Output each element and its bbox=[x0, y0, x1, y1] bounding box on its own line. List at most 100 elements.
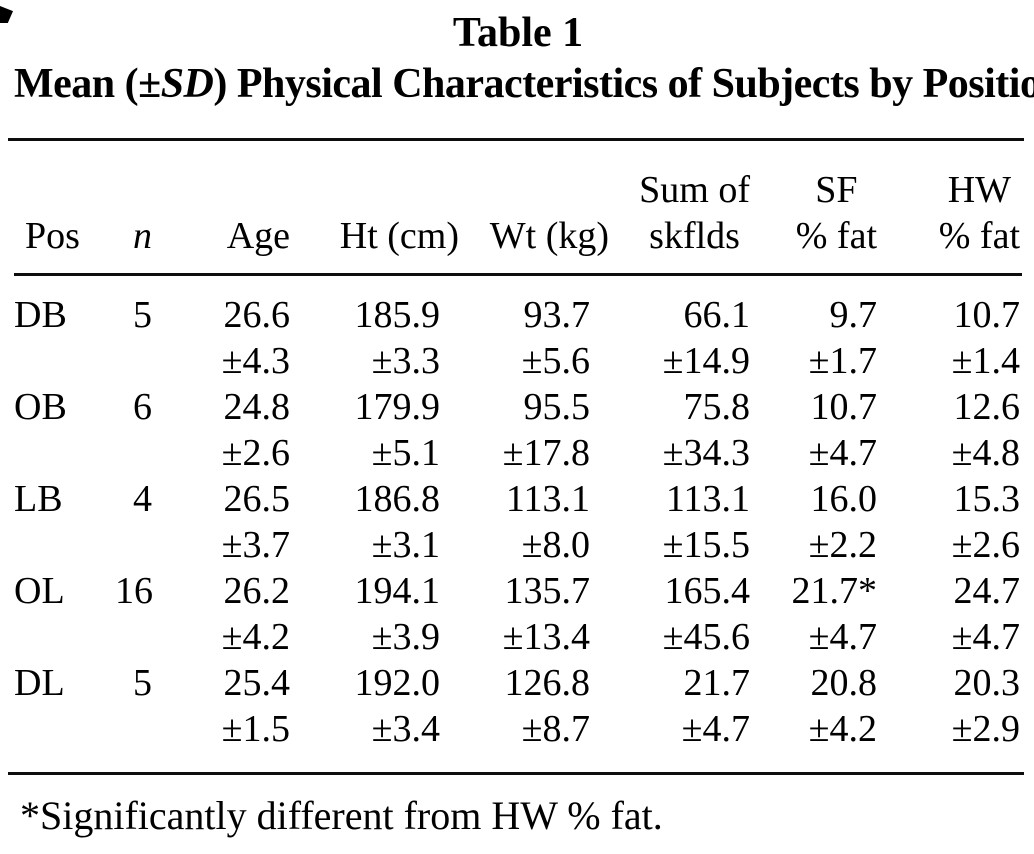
cell-sum-sd: ±15.5 bbox=[662, 524, 750, 566]
sum-skinfolds-label: Sum of skflds bbox=[639, 167, 750, 259]
cell-n: 5 bbox=[133, 662, 152, 704]
cell-n-empty bbox=[115, 706, 161, 772]
cell-sf-sd: ±4.7 bbox=[808, 432, 877, 474]
cell-n-empty bbox=[115, 430, 161, 476]
cell-age-sd: ±4.3 bbox=[221, 340, 290, 382]
cell-hw-sd: ±4.7 bbox=[951, 616, 1020, 658]
table-header: Pos n Age Ht (cm) Wt (kg) Sum of skflds S… bbox=[14, 141, 1022, 276]
cell-sf-mean-significant: 21.7* bbox=[791, 570, 878, 612]
row-db-mean: DB 5 26.6 185.9 93.7 66.1 9.7 10.7 bbox=[14, 275, 1022, 339]
cell-ht-sd: ±3.4 bbox=[371, 708, 440, 750]
height-label: Ht (cm) bbox=[339, 215, 459, 257]
table-body: DB 5 26.6 185.9 93.7 66.1 9.7 10.7 ±4.3 … bbox=[14, 275, 1022, 773]
col-header-sum-skinfolds: Sum of skflds bbox=[593, 141, 753, 276]
cell-hw-sd: ±4.8 bbox=[951, 432, 1020, 474]
cell-sf-mean: 20.8 bbox=[810, 662, 878, 704]
cell-sum-sd: ±14.9 bbox=[662, 340, 750, 382]
cell-pos: OB bbox=[14, 386, 67, 428]
cell-age-mean: 25.4 bbox=[223, 662, 291, 704]
cell-age-sd: ±1.5 bbox=[221, 708, 290, 750]
cell-wt-mean: 135.7 bbox=[504, 570, 591, 612]
cell-sf-sd: ±1.7 bbox=[808, 340, 877, 382]
cell-hw-mean: 20.3 bbox=[953, 662, 1021, 704]
sum-bottom-line: skflds bbox=[649, 215, 740, 257]
sf-top-line: SF bbox=[815, 169, 858, 211]
n-italic-label: n bbox=[133, 215, 152, 257]
hw-fat-label: HW% fat bbox=[939, 167, 1020, 259]
row-ol-mean: OL 16 26.2 194.1 135.7 165.4 21.7* 24.7 bbox=[14, 568, 1022, 614]
cell-ht-sd: ±3.3 bbox=[371, 340, 440, 382]
cell-n-empty bbox=[115, 338, 161, 384]
cell-age-sd: ±3.7 bbox=[221, 524, 290, 566]
cell-wt-sd: ±5.6 bbox=[521, 340, 590, 382]
cell-pos: DB bbox=[14, 294, 67, 336]
caption-suffix: ) Physical Characteristics of Subjects b… bbox=[213, 61, 1034, 107]
cell-sum-sd: ±4.7 bbox=[681, 708, 750, 750]
cell-hw-mean: 10.7 bbox=[953, 294, 1021, 336]
cell-sf-sd: ±2.2 bbox=[808, 524, 877, 566]
cell-ht-mean: 194.1 bbox=[354, 570, 441, 612]
table-caption: Mean (±SD) Physical Characteristics of S… bbox=[14, 58, 1034, 110]
sum-top-line: Sum of bbox=[639, 169, 750, 211]
bottom-rule bbox=[8, 772, 1024, 775]
hw-bottom-line: % fat bbox=[938, 215, 1020, 257]
row-ob-sd: ±2.6 ±5.1 ±17.8 ±34.3 ±4.7 ±4.8 bbox=[14, 430, 1022, 476]
sf-bottom-line: % fat bbox=[795, 215, 877, 257]
cell-wt-sd: ±8.0 bbox=[521, 524, 590, 566]
cell-ht-mean: 179.9 bbox=[354, 386, 441, 428]
cell-wt-mean: 93.7 bbox=[523, 294, 591, 336]
cell-pos-empty bbox=[14, 338, 115, 384]
cell-n-empty bbox=[115, 614, 161, 660]
col-header-height: Ht (cm) bbox=[293, 141, 459, 276]
hw-top-line: HW bbox=[947, 169, 1012, 211]
col-header-pos: Pos bbox=[14, 141, 115, 276]
cell-ht-sd: ±3.9 bbox=[371, 616, 440, 658]
cell-pos: LB bbox=[14, 478, 63, 520]
sf-fat-label: SF% fat bbox=[796, 167, 877, 259]
cell-age-mean: 26.2 bbox=[223, 570, 291, 612]
cell-sf-mean: 9.7 bbox=[829, 294, 878, 336]
cell-sum-mean: 21.7 bbox=[683, 662, 751, 704]
cell-sum-mean: 75.8 bbox=[683, 386, 751, 428]
cell-sum-sd: ±34.3 bbox=[662, 432, 750, 474]
row-dl-sd: ±1.5 ±3.4 ±8.7 ±4.7 ±4.2 ±2.9 bbox=[14, 706, 1022, 772]
cell-sum-mean: 66.1 bbox=[683, 294, 751, 336]
header-row: Pos n Age Ht (cm) Wt (kg) Sum of skflds S… bbox=[14, 141, 1022, 276]
cell-hw-sd: ±2.9 bbox=[951, 708, 1020, 750]
cell-sum-sd: ±45.6 bbox=[662, 616, 750, 658]
col-header-weight: Wt (kg) bbox=[443, 141, 609, 276]
row-ol-sd: ±4.2 ±3.9 ±13.4 ±45.6 ±4.7 ±4.7 bbox=[14, 614, 1022, 660]
row-dl-mean: DL 5 25.4 192.0 126.8 21.7 20.8 20.3 bbox=[14, 660, 1022, 706]
row-lb-mean: LB 4 26.5 186.8 113.1 113.1 16.0 15.3 bbox=[14, 476, 1022, 522]
cell-wt-mean: 95.5 bbox=[523, 386, 591, 428]
weight-label: Wt (kg) bbox=[489, 215, 609, 257]
cell-sum-mean: 165.4 bbox=[664, 570, 751, 612]
cell-age-mean: 24.8 bbox=[223, 386, 291, 428]
row-db-sd: ±4.3 ±3.3 ±5.6 ±14.9 ±1.7 ±1.4 bbox=[14, 338, 1022, 384]
row-ob-mean: OB 6 24.8 179.9 95.5 75.8 10.7 12.6 bbox=[14, 384, 1022, 430]
cell-hw-mean: 12.6 bbox=[953, 386, 1021, 428]
cell-n: 4 bbox=[133, 478, 152, 520]
cell-ht-mean: 186.8 bbox=[354, 478, 441, 520]
cell-pos-empty bbox=[14, 614, 115, 660]
cell-n: 5 bbox=[133, 294, 152, 336]
cell-sf-sd: ±4.2 bbox=[808, 708, 877, 750]
cell-ht-mean: 192.0 bbox=[354, 662, 441, 704]
col-header-sf-fat: SF% fat bbox=[753, 141, 881, 276]
cell-n: 6 bbox=[133, 386, 152, 428]
cell-pos-empty bbox=[14, 522, 115, 568]
cell-hw-mean: 15.3 bbox=[953, 478, 1021, 520]
cell-hw-sd: ±2.6 bbox=[951, 524, 1020, 566]
cell-wt-sd: ±17.8 bbox=[502, 432, 590, 474]
col-header-n: n bbox=[115, 141, 161, 276]
cell-ht-sd: ±3.1 bbox=[371, 524, 440, 566]
cell-wt-sd: ±8.7 bbox=[521, 708, 590, 750]
cell-hw-sd: ±1.4 bbox=[951, 340, 1020, 382]
cell-pos-empty bbox=[14, 430, 115, 476]
table-number-title: Table 1 bbox=[452, 10, 584, 56]
scan-artifact bbox=[0, 6, 13, 23]
cell-sf-mean: 10.7 bbox=[810, 386, 878, 428]
cell-age-sd: ±2.6 bbox=[221, 432, 290, 474]
cell-pos-empty bbox=[14, 706, 115, 772]
